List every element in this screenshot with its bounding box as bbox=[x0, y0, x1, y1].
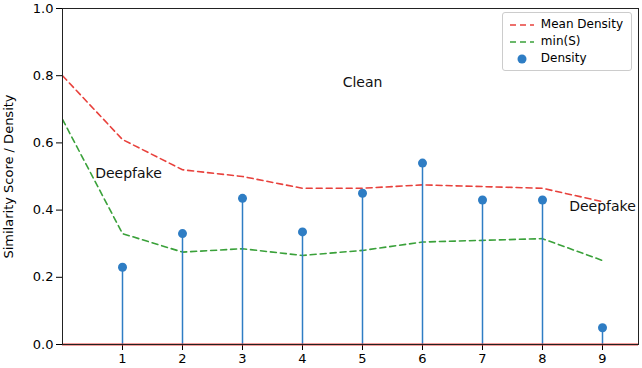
svg-text:6: 6 bbox=[418, 351, 426, 366]
svg-text:9: 9 bbox=[598, 351, 606, 366]
svg-text:7: 7 bbox=[478, 351, 486, 366]
svg-text:Similarity Score / Density: Similarity Score / Density bbox=[1, 94, 16, 258]
svg-text:Deepfake: Deepfake bbox=[95, 165, 162, 181]
svg-text:3: 3 bbox=[238, 351, 246, 366]
svg-text:1: 1 bbox=[118, 351, 126, 366]
svg-text:Deepfake: Deepfake bbox=[569, 198, 636, 214]
svg-text:0.8: 0.8 bbox=[33, 68, 54, 83]
svg-text:Clean: Clean bbox=[343, 74, 383, 90]
svg-text:5: 5 bbox=[358, 351, 366, 366]
html-text:min(S): min(S) bbox=[540, 34, 581, 48]
svg-text:0.4: 0.4 bbox=[33, 202, 54, 217]
svg-text:4: 4 bbox=[298, 351, 306, 366]
html-text:Density: Density bbox=[540, 51, 587, 65]
svg-text:1.0: 1.0 bbox=[33, 1, 54, 16]
html-text:Mean Density: Mean Density bbox=[540, 17, 623, 31]
svg-text:2: 2 bbox=[178, 351, 186, 366]
svg-text:0.0: 0.0 bbox=[33, 337, 54, 352]
svg-text:0.2: 0.2 bbox=[33, 269, 54, 284]
svg-text:8: 8 bbox=[538, 351, 546, 366]
svg-text:0.6: 0.6 bbox=[33, 135, 54, 150]
